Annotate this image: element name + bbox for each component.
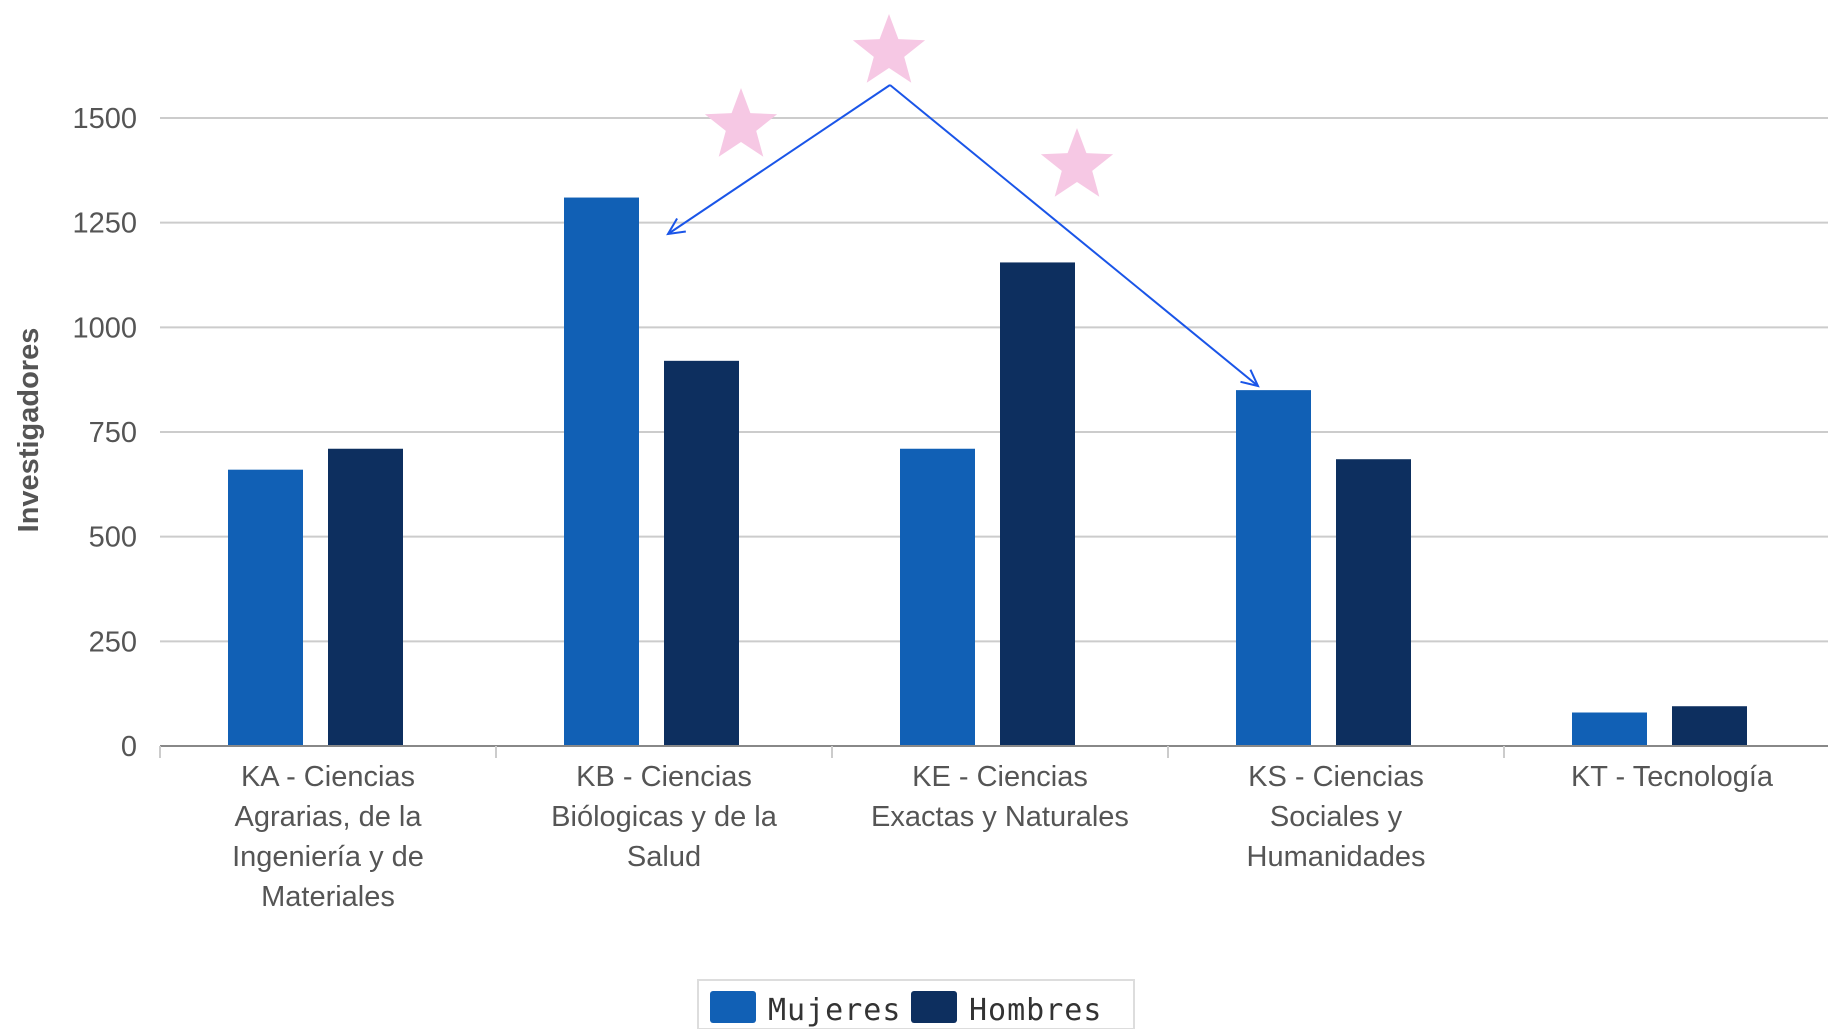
bar-hombres-0	[328, 448, 403, 746]
x-category-label: Ingeniería y de	[232, 841, 424, 873]
y-tick-label: 750	[89, 417, 137, 449]
legend-swatch-hombres	[911, 991, 957, 1023]
bar-hombres-1	[664, 360, 739, 746]
bars	[228, 197, 1747, 747]
star-icon	[704, 88, 778, 157]
bar-mujeres-3	[1236, 390, 1311, 746]
legend: Mujeres Hombres	[697, 979, 1135, 1030]
x-category-label: KT - Tecnología	[1571, 761, 1774, 793]
bar-mujeres-0	[228, 469, 303, 746]
bar-mujeres-4	[1572, 712, 1647, 746]
annotations	[666, 14, 1260, 388]
y-tick-label: 1250	[72, 208, 137, 240]
annotation-arrow	[889, 84, 1259, 387]
x-category-label: Materiales	[261, 881, 395, 913]
star-icon	[1040, 128, 1114, 197]
bar-mujeres-2	[900, 448, 975, 746]
x-category-label: KB - Ciencias	[576, 761, 752, 793]
legend-label-hombres: Hombres	[969, 993, 1102, 1028]
y-axis-ticks: 0 250 500 750 1000 1250 1500	[72, 103, 137, 763]
y-tick-label: 0	[121, 731, 137, 763]
annotation-arrow	[667, 84, 891, 235]
x-category-label: Exactas y Naturales	[871, 801, 1129, 833]
legend-swatch-mujeres	[710, 991, 756, 1023]
bar-mujeres-1	[564, 197, 639, 747]
bar-hombres-3	[1336, 459, 1411, 746]
x-category-label: Agrarias, de la	[235, 801, 423, 833]
x-category-label: KE - Ciencias	[912, 761, 1088, 793]
y-tick-label: 250	[89, 626, 137, 658]
x-category-label: KS - Ciencias	[1248, 761, 1424, 793]
x-category-label: Sociales y	[1270, 801, 1403, 833]
arrowhead	[1240, 369, 1260, 388]
x-category-label: Biólogicas y de la	[551, 801, 778, 833]
x-category-label: Salud	[627, 841, 701, 873]
x-category-label: KA - Ciencias	[241, 761, 415, 793]
y-tick-label: 1500	[72, 103, 137, 135]
grid-lines	[160, 117, 1828, 643]
star-icon	[852, 14, 926, 83]
x-category-label: Humanidades	[1247, 841, 1426, 873]
y-axis-title: Investigadores	[13, 328, 45, 533]
x-axis	[159, 745, 1828, 758]
y-tick-label: 1000	[72, 312, 137, 344]
legend-label-mujeres: Mujeres	[768, 993, 901, 1028]
arrowhead	[666, 217, 686, 236]
bar-hombres-4	[1672, 706, 1747, 746]
x-axis-labels: KA - Ciencias Agrarias, de la Ingeniería y…	[232, 761, 1774, 913]
y-tick-label: 500	[89, 522, 137, 554]
bar-hombres-2	[1000, 262, 1075, 746]
